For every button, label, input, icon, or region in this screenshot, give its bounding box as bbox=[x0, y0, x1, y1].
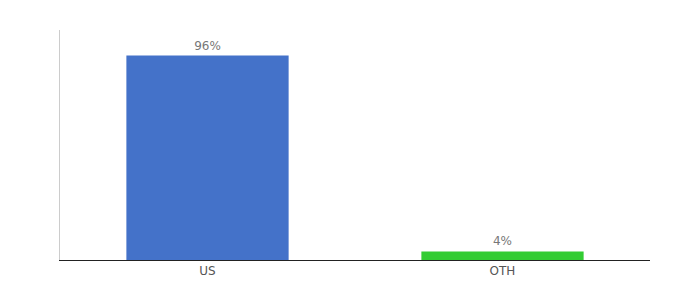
svg-text:4%: 4% bbox=[493, 234, 512, 248]
svg-text:96%: 96% bbox=[194, 39, 221, 53]
svg-text:OTH: OTH bbox=[490, 264, 516, 278]
svg-text:US: US bbox=[199, 264, 215, 278]
